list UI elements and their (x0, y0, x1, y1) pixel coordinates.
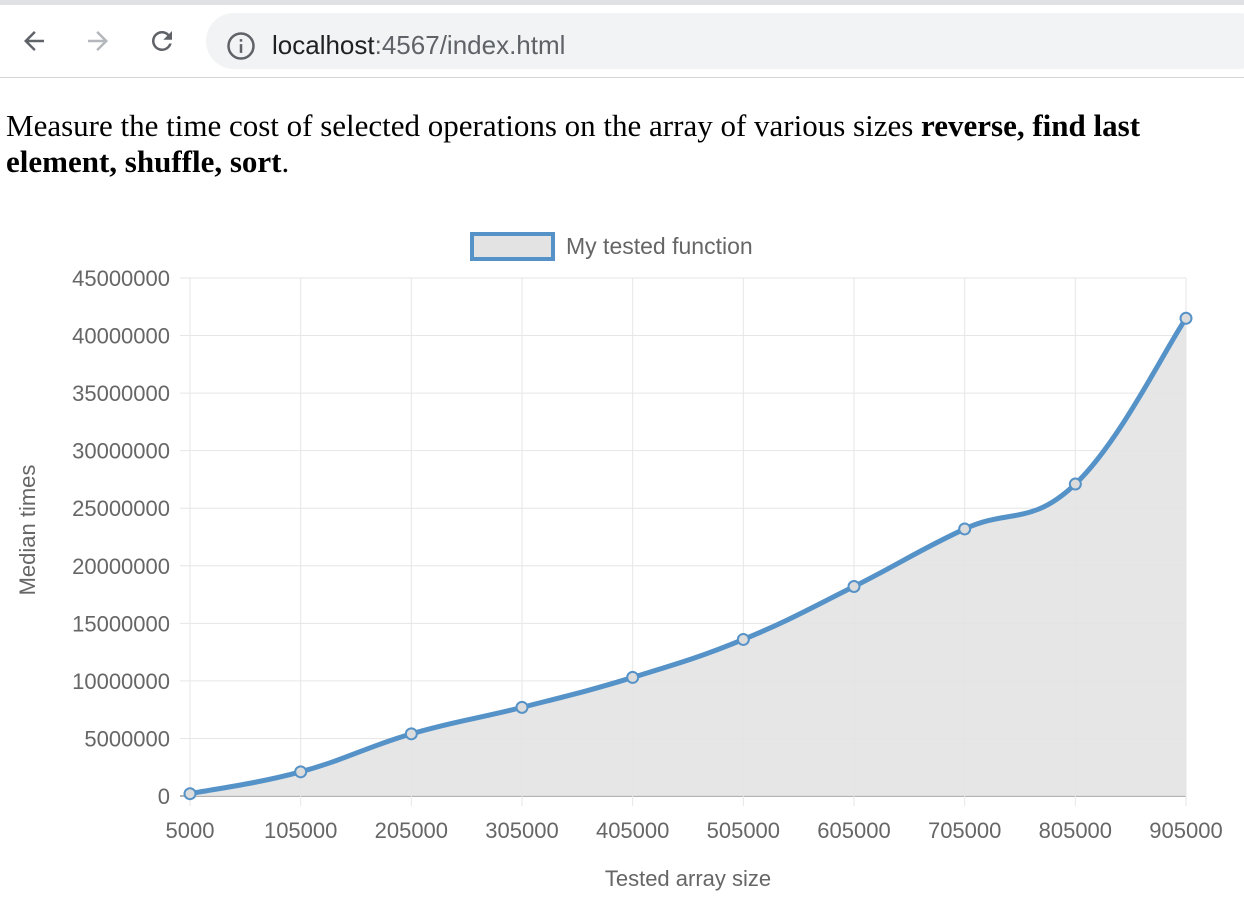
y-tick-label: 20000000 (72, 554, 170, 579)
y-tick-label: 15000000 (72, 611, 170, 636)
x-tick-label: 5000 (166, 818, 215, 843)
y-tick-label: 5000000 (84, 726, 170, 751)
address-bar[interactable] (206, 13, 1244, 69)
x-tick-label: 105000 (264, 818, 337, 843)
arrow-right-icon (88, 31, 108, 51)
legend-swatch[interactable] (470, 232, 555, 261)
intro-end: . (281, 144, 290, 179)
x-tick-label: 905000 (1149, 818, 1222, 843)
y-tick-label: 45000000 (72, 266, 170, 291)
x-tick-label: 705000 (928, 818, 1001, 843)
forward-button[interactable] (80, 23, 116, 59)
x-tick-label: 505000 (707, 818, 780, 843)
browser-top-strip (0, 0, 1244, 5)
intro-text: Measure the time cost of selected operat… (6, 108, 922, 143)
y-axis-title: Median times (15, 464, 40, 596)
x-tick-label: 305000 (485, 818, 558, 843)
url-text[interactable]: localhost:4567/index.html (272, 27, 565, 63)
data-point (183, 787, 197, 801)
x-tick-label: 605000 (817, 818, 890, 843)
series-area (190, 318, 1186, 796)
y-tick-label: 30000000 (72, 439, 170, 464)
data-point (626, 670, 640, 684)
y-tick-label: 0 (158, 784, 170, 809)
x-tick-label: 805000 (1039, 818, 1112, 843)
data-point (515, 700, 529, 714)
data-point (404, 727, 418, 741)
y-axis-title-wrap: Median times (2, 430, 54, 630)
url-path: :4567/index.html (374, 30, 566, 60)
reload-icon (152, 30, 172, 51)
data-point (958, 522, 972, 536)
median-times-chart: 0 5000000 10000000 15000000 20000000 25000000… (0, 220, 1244, 914)
intro-paragraph: Measure the time cost of selected operat… (6, 108, 1226, 180)
intro-operations: reverse, find last element, shuffle, sor… (6, 108, 1141, 179)
data-point (1068, 477, 1082, 491)
y-tick-label: 10000000 (72, 669, 170, 694)
data-point (1179, 311, 1193, 325)
back-button[interactable] (16, 23, 52, 59)
legend-label[interactable]: My tested function (566, 233, 753, 259)
data-point (294, 765, 308, 779)
browser-toolbar: localhost:4567/index.html (0, 5, 1244, 78)
x-axis-title: Tested array size (604, 866, 772, 891)
data-point (847, 579, 861, 593)
data-point (736, 632, 750, 646)
x-tick-label: 205000 (375, 818, 448, 843)
series-line (187, 315, 1189, 797)
info-icon[interactable] (226, 31, 256, 61)
x-tick-label: 405000 (596, 818, 669, 843)
y-tick-label: 35000000 (72, 381, 170, 406)
y-tick-label: 25000000 (72, 496, 170, 521)
reload-button[interactable] (144, 23, 180, 59)
arrow-left-icon (24, 31, 44, 51)
y-tick-label: 40000000 (72, 324, 170, 349)
url-host: localhost (272, 30, 375, 60)
chart-canvas: 0 5000000 10000000 15000000 20000000 25000000… (72, 232, 1223, 843)
